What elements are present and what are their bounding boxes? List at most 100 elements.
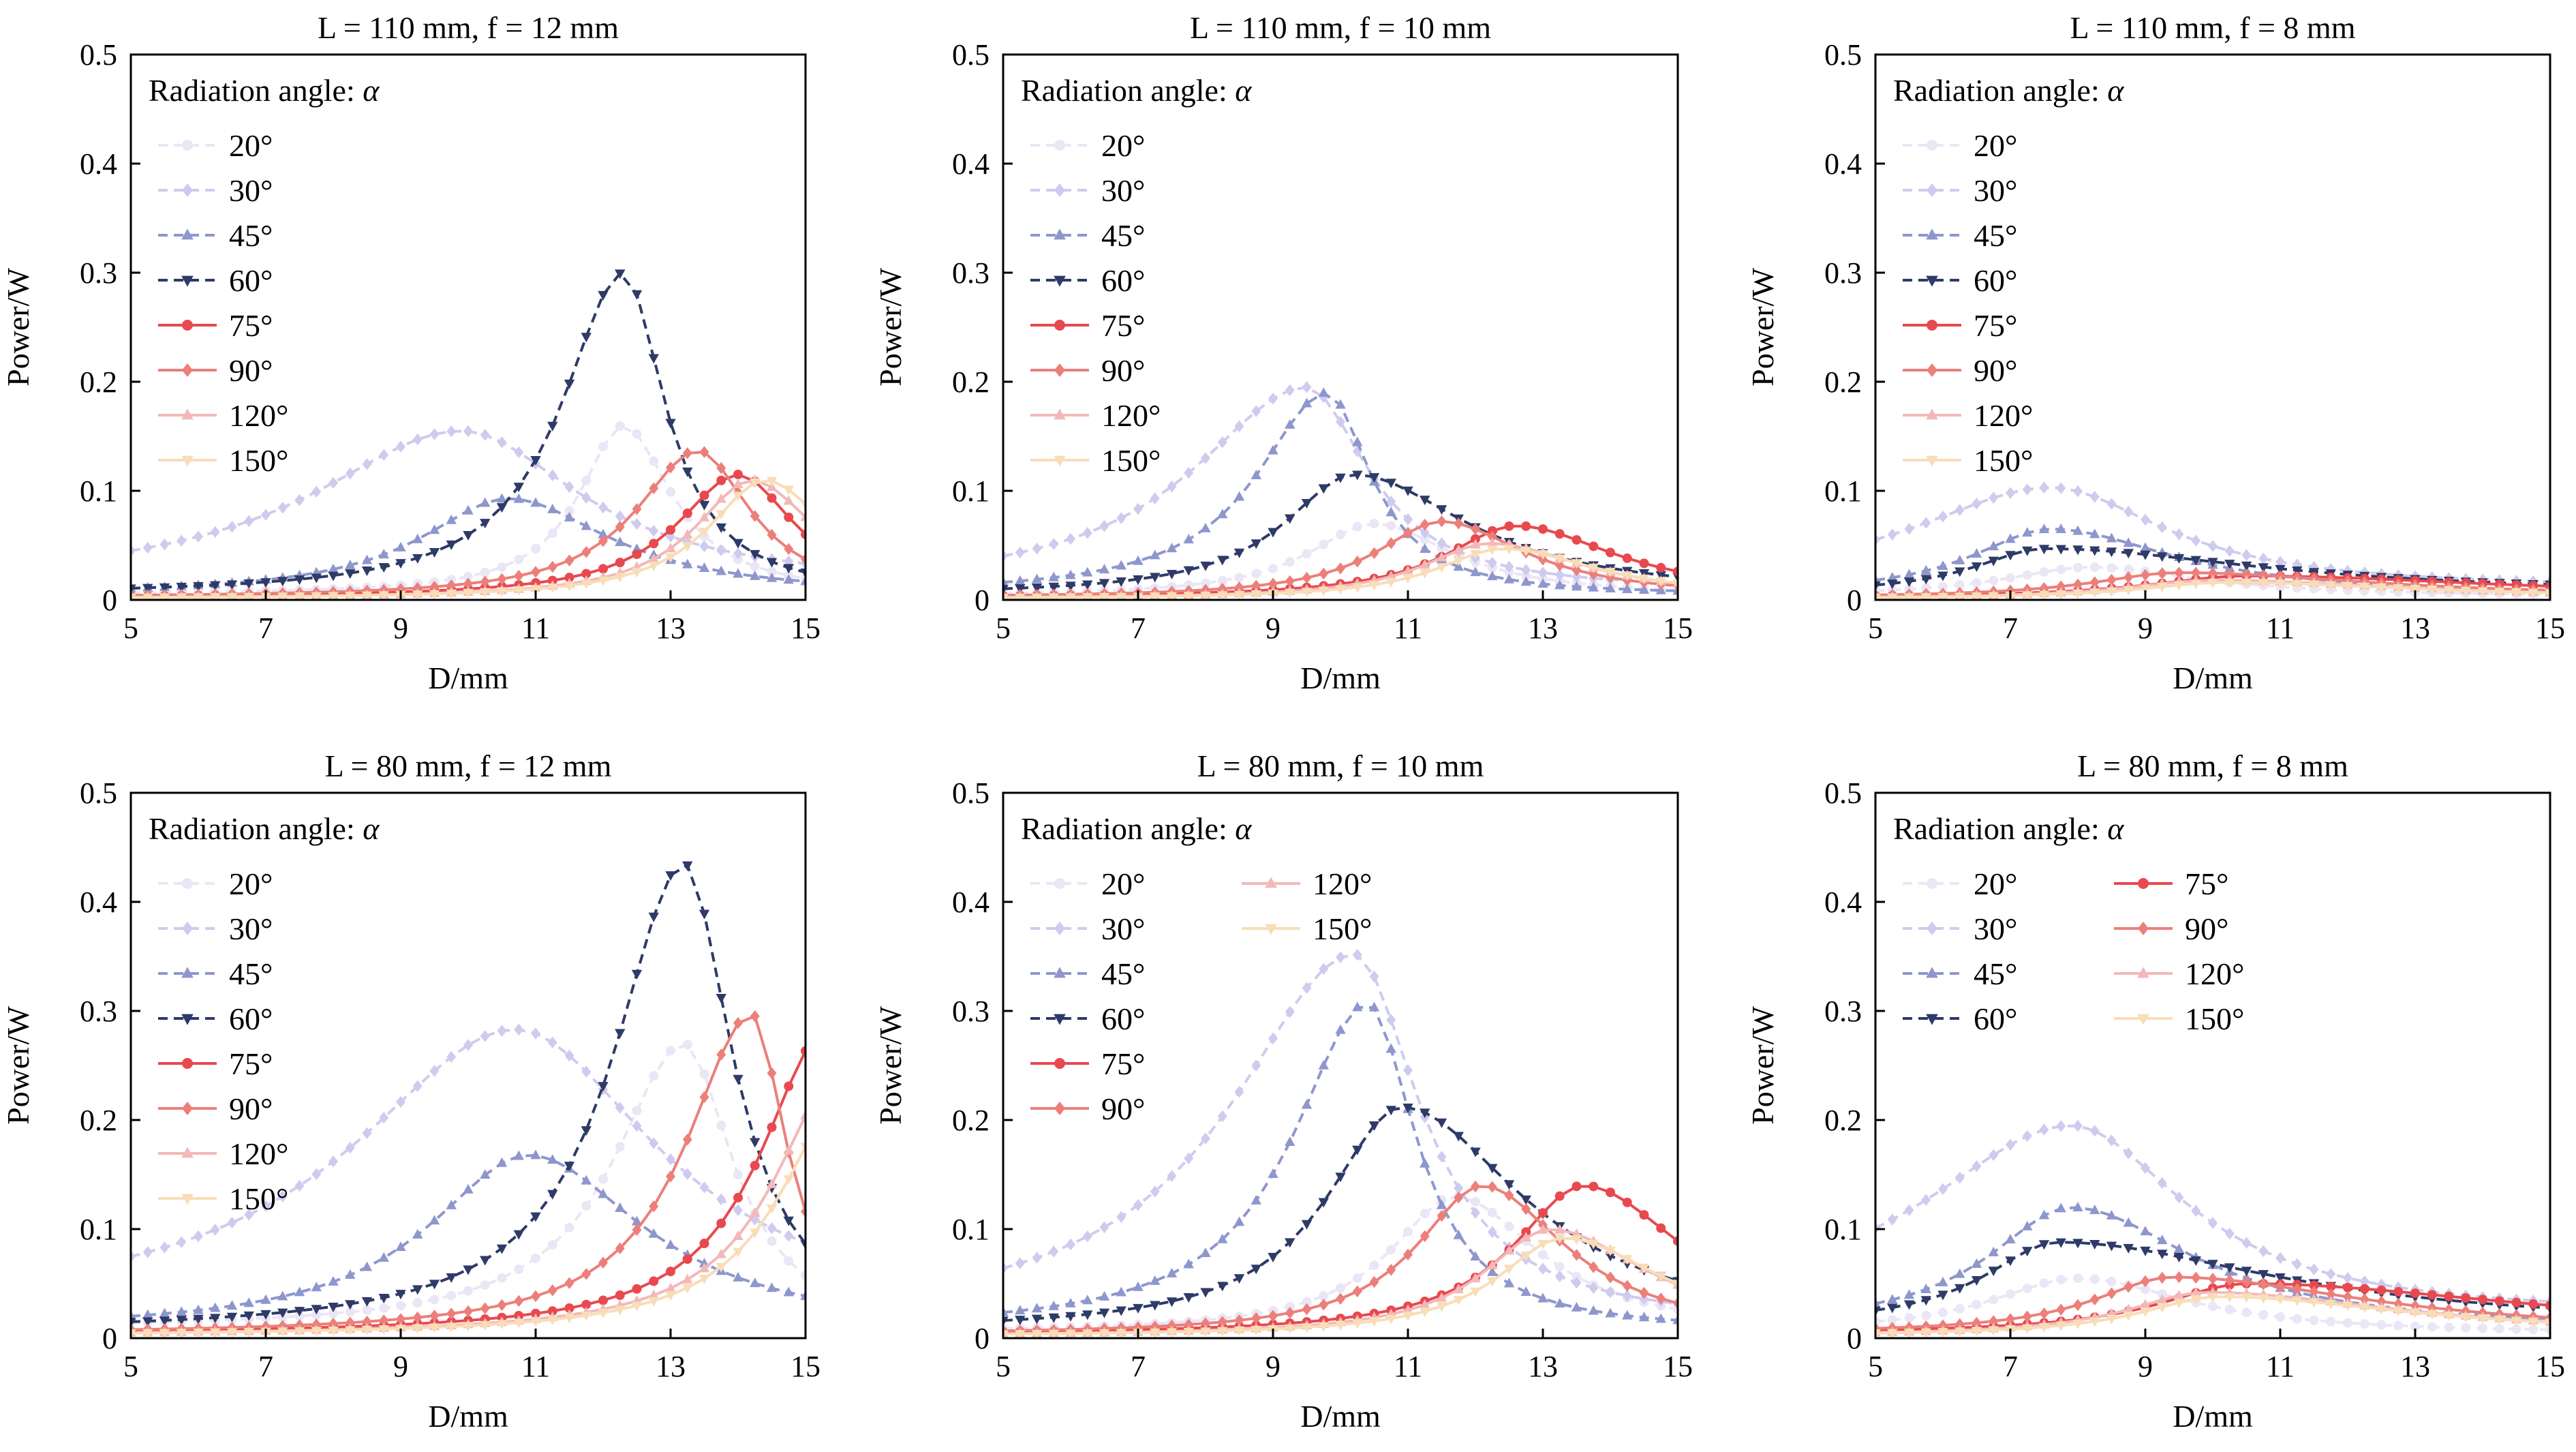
legend-swatch-marker (2138, 922, 2149, 935)
data-point (530, 497, 541, 507)
data-point (615, 1202, 626, 1212)
data-point (1887, 1213, 1897, 1226)
data-point (1403, 526, 1413, 539)
data-point (131, 545, 136, 557)
data-point (480, 1320, 491, 1331)
data-point (1921, 517, 1931, 529)
data-point (1887, 1329, 1898, 1338)
data-point (1385, 479, 1396, 489)
data-point (1233, 491, 1245, 501)
data-point (1655, 1272, 1666, 1282)
series-150deg (1875, 1292, 2550, 1338)
data-point (1538, 1208, 1548, 1218)
data-point (783, 495, 794, 505)
data-point (1504, 1222, 1514, 1232)
legend-label: 150° (1101, 443, 1161, 478)
legend-title: Radiation angle: α (149, 811, 380, 846)
data-point (2292, 1283, 2302, 1295)
data-point (514, 1295, 524, 1307)
data-point (2106, 587, 2117, 597)
y-tick-label: 0.3 (1824, 256, 1862, 290)
plot-area (131, 861, 806, 1338)
legend-swatch-marker (1054, 1058, 1065, 1069)
data-point (1938, 581, 1948, 592)
x-tick-label: 13 (2400, 611, 2430, 645)
data-point (131, 593, 136, 600)
data-point (1318, 387, 1329, 397)
data-point (1954, 1318, 1965, 1331)
data-point (463, 1183, 474, 1194)
data-point (2191, 566, 2201, 579)
data-point (1954, 1327, 1965, 1337)
data-point (1302, 1297, 1312, 1307)
data-point (1903, 1300, 1915, 1310)
data-point (2241, 1293, 2252, 1303)
data-point (1420, 559, 1430, 569)
data-point (1622, 584, 1633, 594)
data-point (1217, 1282, 1228, 1292)
data-point (1065, 1297, 1076, 1307)
data-point (429, 580, 440, 593)
legend-item: 120° (158, 1136, 288, 1171)
data-point (1031, 573, 1043, 584)
data-point (783, 1175, 794, 1185)
data-point (648, 354, 659, 364)
legend-swatch-marker (1926, 967, 1938, 978)
x-tick-label: 15 (791, 1350, 821, 1383)
legend-label: 150° (1313, 911, 1372, 946)
data-point (1638, 574, 1650, 584)
data-point (412, 590, 423, 600)
data-point (514, 569, 524, 582)
data-point (2123, 1311, 2134, 1321)
legend-item: 45° (158, 956, 273, 991)
data-point (2343, 1290, 2352, 1303)
data-point (361, 554, 373, 564)
data-point (345, 559, 356, 569)
data-point (1470, 1287, 1481, 1297)
data-point (1217, 1233, 1228, 1243)
data-point (328, 563, 339, 573)
x-tick-label: 13 (656, 1350, 686, 1383)
data-point (1487, 530, 1497, 543)
x-tick-label: 11 (521, 1350, 550, 1383)
data-point (159, 1329, 170, 1338)
data-point (581, 569, 592, 579)
x-tick-label: 13 (2400, 1350, 2430, 1383)
data-point (666, 1267, 675, 1277)
data-point (226, 592, 238, 600)
legend-swatch-marker (182, 922, 193, 935)
data-point (649, 456, 659, 466)
data-point (1537, 550, 1548, 560)
data-point (716, 1248, 726, 1258)
data-point (1554, 1297, 1565, 1307)
data-point (2410, 1308, 2421, 1318)
legend-swatch-marker (181, 228, 194, 240)
data-point (176, 1316, 187, 1326)
data-point (1937, 571, 1948, 581)
data-point (598, 1256, 608, 1269)
data-point (378, 1325, 389, 1335)
data-point (2157, 1303, 2168, 1313)
data-point (615, 510, 625, 523)
data-point (2072, 1239, 2083, 1249)
data-point (581, 520, 592, 530)
data-point (1588, 563, 1599, 573)
data-point (396, 1095, 405, 1108)
data-point (1048, 1313, 1059, 1323)
data-point (142, 541, 153, 554)
data-point (2072, 1201, 2083, 1211)
data-point (2308, 1298, 2320, 1308)
data-point (1200, 522, 1211, 532)
data-point (261, 1200, 271, 1212)
legend-item: 120° (2114, 956, 2244, 991)
data-point (648, 553, 659, 563)
data-point (1436, 551, 1447, 562)
data-point (311, 485, 322, 498)
data-point (429, 1323, 440, 1333)
data-point (311, 573, 322, 584)
data-point (210, 1328, 221, 1338)
data-point (2427, 1290, 2437, 1300)
data-point (649, 482, 659, 494)
data-point (2224, 545, 2235, 557)
y-tick-label: 0 (102, 584, 117, 617)
